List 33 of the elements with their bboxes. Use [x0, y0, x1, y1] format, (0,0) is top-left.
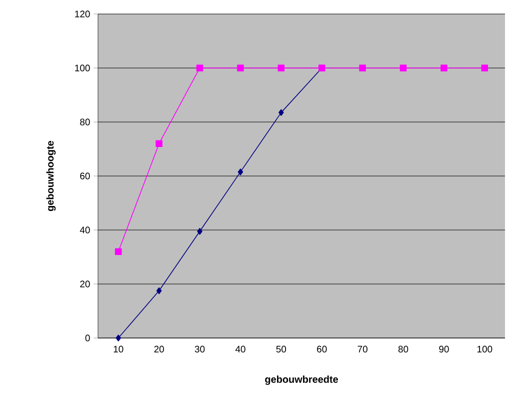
point — [237, 64, 244, 72]
x-tick-label: 70 — [358, 346, 368, 352]
x-tick-label: 30 — [194, 346, 205, 352]
y-axis-title: gebouwhoogte — [46, 140, 56, 212]
y-tick-label: 20 — [80, 280, 90, 288]
x-tick-label: 40 — [235, 346, 246, 352]
point — [440, 64, 448, 72]
x-tick-label: 90 — [439, 346, 449, 352]
y-tick-label: 60 — [80, 172, 90, 180]
x-tick-label: 100 — [477, 346, 492, 352]
point — [238, 168, 244, 176]
y-tick-label: 0 — [85, 334, 90, 342]
x-tick-label: 50 — [276, 346, 286, 352]
point — [400, 64, 407, 72]
x-axis-title: gebouwbreedte — [265, 376, 338, 385]
x-tick-label: 10 — [114, 346, 124, 352]
point — [116, 334, 121, 342]
point — [359, 64, 366, 72]
y-tick-label: 40 — [80, 226, 90, 234]
y-tick-label: 100 — [75, 64, 90, 72]
point — [481, 64, 488, 72]
point — [156, 287, 162, 294]
y-tick-label: 80 — [80, 118, 90, 126]
x-tick-label: 60 — [317, 346, 327, 352]
y-tick-label: 120 — [75, 10, 90, 18]
point — [278, 109, 284, 116]
point — [196, 64, 204, 72]
x-tick-label: 20 — [154, 346, 164, 352]
point — [197, 228, 202, 235]
point — [278, 64, 285, 72]
point — [156, 140, 162, 147]
point — [114, 248, 122, 255]
x-tick-label: 80 — [398, 346, 408, 352]
